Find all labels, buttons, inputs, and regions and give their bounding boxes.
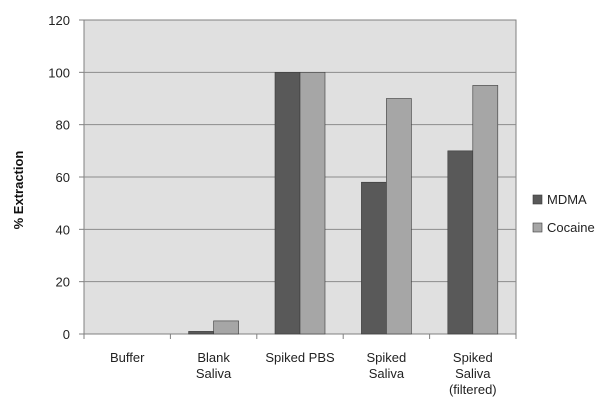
y-tick-label: 80 xyxy=(56,118,70,133)
bar-mdma-2 xyxy=(274,72,301,335)
y-tick-label: 20 xyxy=(56,275,70,290)
bar-cocaine-1 xyxy=(213,320,239,335)
legend: MDMA Cocaine xyxy=(532,192,595,235)
legend-label-mdma: MDMA xyxy=(547,192,587,207)
x-tick-label: Spiked PBS xyxy=(265,350,335,365)
bar-mdma-4 xyxy=(447,150,474,335)
x-tick-label: Spiked Saliva (filtered) xyxy=(449,350,497,397)
bar-mdma-3 xyxy=(361,181,387,335)
y-tick-labels: 0 20 40 60 80 100 120 xyxy=(48,13,70,342)
bar-cocaine-2 xyxy=(299,72,326,335)
bar-cocaine-3 xyxy=(386,98,412,335)
legend-swatch-mdma xyxy=(532,194,543,205)
bar-mdma-1 xyxy=(188,331,214,335)
x-tick-label: Buffer xyxy=(110,350,145,365)
y-axis-label: % Extraction xyxy=(11,151,26,230)
x-tick-label: Spiked Saliva xyxy=(367,350,407,381)
x-tick-label: Blank Saliva xyxy=(196,350,232,381)
y-tick-label: 120 xyxy=(48,13,70,28)
y-tick-label: 40 xyxy=(56,222,70,237)
legend-label-cocaine: Cocaine xyxy=(547,220,595,235)
category-labels: Buffer Blank Saliva Spiked PBS Spiked Saliva S… xyxy=(110,350,497,397)
y-tick-label: 0 xyxy=(63,327,70,342)
bars xyxy=(188,72,499,335)
y-tick-label: 60 xyxy=(56,170,70,185)
axes xyxy=(79,19,517,339)
y-tick-label: 100 xyxy=(48,65,70,80)
legend-swatch-cocaine xyxy=(532,222,543,233)
bar-cocaine-4 xyxy=(472,85,499,335)
